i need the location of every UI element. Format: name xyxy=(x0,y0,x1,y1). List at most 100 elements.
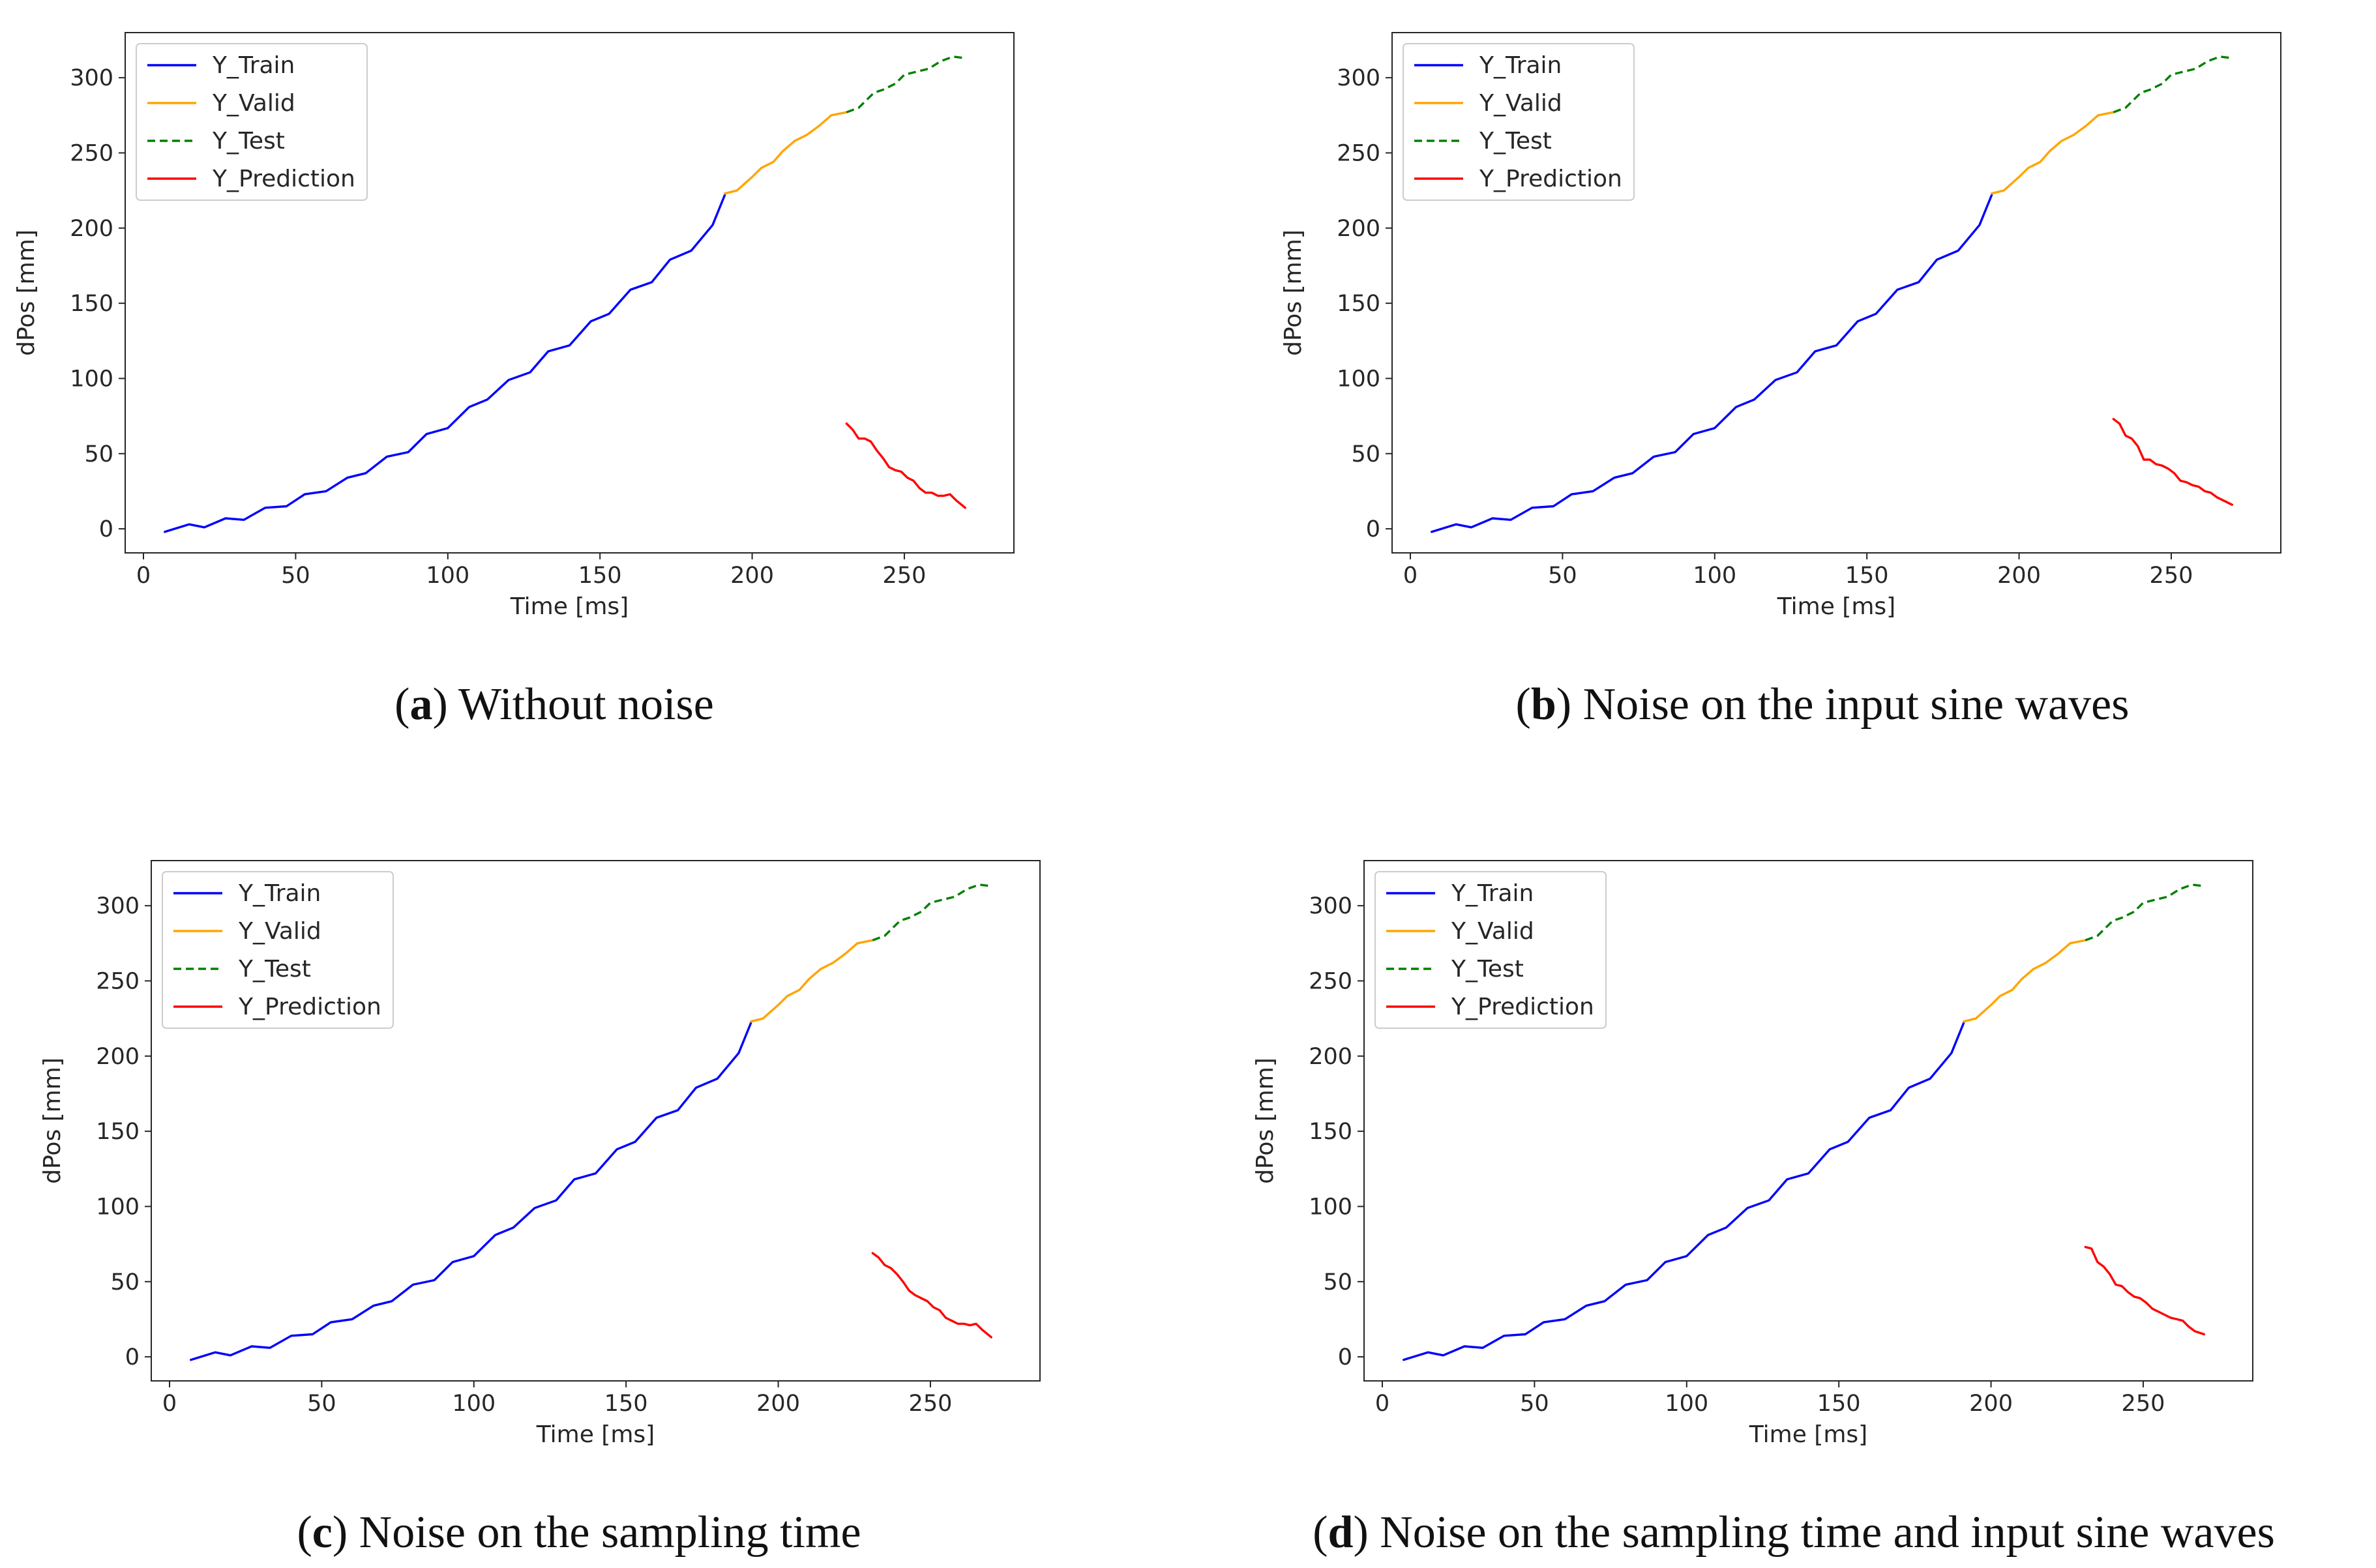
y-tick-label: 200 xyxy=(1309,1044,1352,1070)
legend-label: Y_Valid xyxy=(1451,918,1534,945)
panel-caption-text: Without noise xyxy=(458,679,714,730)
panel-caption: (d) Noise on the sampling time and input… xyxy=(1313,1507,2275,1558)
y-axis-label: dPos [mm] xyxy=(13,229,40,356)
series-line-y-test xyxy=(2085,883,2205,941)
x-tick-label: 150 xyxy=(1845,563,1889,589)
y-tick-label: 0 xyxy=(1338,1344,1352,1370)
panel-caption: (a) Without noise xyxy=(394,679,714,730)
x-tick-label: 100 xyxy=(426,563,469,589)
legend-label: Y_Train xyxy=(238,880,321,907)
series-line-y-valid xyxy=(1990,111,2115,195)
legend-label: Y_Train xyxy=(212,52,295,79)
panel-d: 0 50 100 150 200 250 0 50 100 150 200 250 300 Time [m… xyxy=(1252,860,2275,1558)
y-tick-label: 300 xyxy=(96,893,140,919)
panel-a: 0 50 100 150 200 250 0 50 100 150 200 250 300 Time [m… xyxy=(13,32,1015,730)
x-tick-label: 200 xyxy=(756,1391,800,1417)
y-tick-label: 50 xyxy=(110,1269,140,1295)
x-tick-label: 0 xyxy=(1375,1391,1389,1417)
series-line-y-test xyxy=(846,55,966,113)
panel-caption-text: Noise on the input sine waves xyxy=(1583,679,2130,730)
series-line-y-prediction xyxy=(845,422,967,509)
x-tick-label: 0 xyxy=(1403,563,1418,589)
y-tick-label: 250 xyxy=(96,969,140,995)
x-tick-label: 50 xyxy=(307,1391,336,1417)
y-tick-label: 150 xyxy=(1337,291,1380,317)
y-tick-label: 300 xyxy=(1337,65,1380,91)
y-tick-label: 0 xyxy=(99,516,113,542)
series-line-y-train xyxy=(163,194,726,533)
y-tick-label: 100 xyxy=(70,366,113,392)
x-tick-label: 100 xyxy=(1693,563,1736,589)
x-tick-label: 0 xyxy=(162,1391,177,1417)
y-tick-label: 300 xyxy=(70,65,113,91)
panel-caption: (c) Noise on the sampling time xyxy=(297,1507,861,1558)
panel-caption-text: Noise on the sampling time xyxy=(359,1507,861,1558)
y-axis-label: dPos [mm] xyxy=(1280,229,1307,356)
legend-label: Y_Train xyxy=(1451,880,1534,907)
series-line-y-train xyxy=(1402,1022,1965,1361)
x-tick-label: 200 xyxy=(730,563,774,589)
x-tick-label: 250 xyxy=(883,563,927,589)
series-line-y-prediction xyxy=(2112,418,2234,506)
legend xyxy=(162,871,394,1029)
legend-label: Y_Train xyxy=(1479,52,1562,79)
y-tick-label: 200 xyxy=(1337,216,1380,242)
y-tick-label: 150 xyxy=(96,1119,140,1145)
legend xyxy=(1374,871,1607,1029)
x-tick-label: 100 xyxy=(452,1391,496,1417)
x-tick-label: 250 xyxy=(2150,563,2193,589)
x-axis-label: Time [ms] xyxy=(536,1421,655,1448)
x-tick-label: 50 xyxy=(1520,1391,1549,1417)
series-line-y-train xyxy=(190,1022,752,1361)
legend-label: Y_Prediction xyxy=(1479,166,1622,192)
y-axis-label: dPos [mm] xyxy=(1252,1058,1279,1184)
legend-label: Y_Test xyxy=(1479,128,1552,155)
legend-label: Y_Test xyxy=(1451,956,1524,983)
y-tick-label: 150 xyxy=(70,291,113,317)
panel-caption-text: Noise on the sampling time and input sin… xyxy=(1380,1507,2275,1558)
y-tick-label: 0 xyxy=(125,1344,140,1370)
series-line-y-valid xyxy=(1962,939,2087,1023)
panel-c: 0 50 100 150 200 250 0 50 100 150 200 250 300 Time [m… xyxy=(39,860,1041,1558)
y-tick-label: 250 xyxy=(1337,141,1380,167)
x-tick-label: 100 xyxy=(1665,1391,1708,1417)
y-tick-label: 250 xyxy=(1309,969,1352,995)
panel-letter: b xyxy=(1531,679,1556,730)
y-tick-label: 200 xyxy=(70,216,113,242)
x-tick-label: 150 xyxy=(604,1391,648,1417)
x-tick-label: 250 xyxy=(909,1391,953,1417)
series-line-y-prediction xyxy=(871,1252,993,1339)
x-axis-label: Time [ms] xyxy=(1777,593,1895,620)
legend-label: Y_Prediction xyxy=(1451,994,1594,1020)
legend-label: Y_Valid xyxy=(238,918,321,945)
y-tick-label: 250 xyxy=(70,141,113,167)
y-tick-label: 300 xyxy=(1309,893,1352,919)
legend-label: Y_Prediction xyxy=(212,166,355,192)
x-axis-label: Time [ms] xyxy=(510,593,629,620)
panel-letter: a xyxy=(409,679,432,730)
x-tick-label: 150 xyxy=(1817,1391,1861,1417)
x-tick-label: 200 xyxy=(1969,1391,2013,1417)
x-axis-label: Time [ms] xyxy=(1749,1421,1867,1448)
y-tick-label: 50 xyxy=(1351,441,1380,467)
x-tick-label: 250 xyxy=(2122,1391,2165,1417)
y-axis-label: dPos [mm] xyxy=(39,1058,66,1184)
y-tick-label: 150 xyxy=(1309,1119,1352,1145)
legend-label: Y_Test xyxy=(212,128,285,155)
legend xyxy=(1403,43,1635,201)
legend-label: Y_Test xyxy=(238,956,311,983)
x-tick-label: 150 xyxy=(578,563,622,589)
y-tick-label: 100 xyxy=(96,1194,140,1220)
x-tick-label: 50 xyxy=(281,563,310,589)
y-tick-label: 100 xyxy=(1337,366,1380,392)
y-tick-label: 0 xyxy=(1366,516,1380,542)
y-tick-label: 100 xyxy=(1309,1194,1352,1220)
legend-label: Y_Valid xyxy=(1479,90,1562,117)
series-line-y-valid xyxy=(749,939,874,1023)
panel-b: 0 50 100 150 200 250 0 50 100 150 200 250 300 Time [m… xyxy=(1280,32,2281,730)
legend xyxy=(136,43,368,201)
panel-letter: d xyxy=(1328,1507,1354,1558)
panel-letter: c xyxy=(312,1507,333,1558)
series-line-y-test xyxy=(872,883,992,941)
